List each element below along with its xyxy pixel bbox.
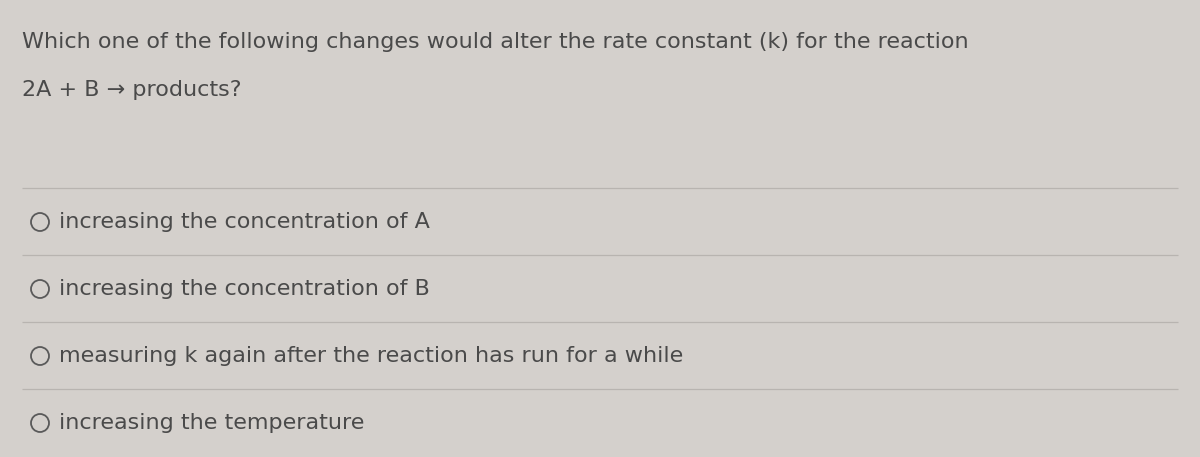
Text: 2A + B → products?: 2A + B → products?	[22, 80, 241, 100]
Text: increasing the temperature: increasing the temperature	[59, 413, 365, 433]
Text: increasing the concentration of B: increasing the concentration of B	[59, 279, 430, 299]
Text: measuring k again after the reaction has run for a while: measuring k again after the reaction has…	[59, 346, 683, 366]
Text: Which one of the following changes would alter the rate constant (k) for the rea: Which one of the following changes would…	[22, 32, 968, 52]
Text: increasing the concentration of A: increasing the concentration of A	[59, 212, 430, 232]
